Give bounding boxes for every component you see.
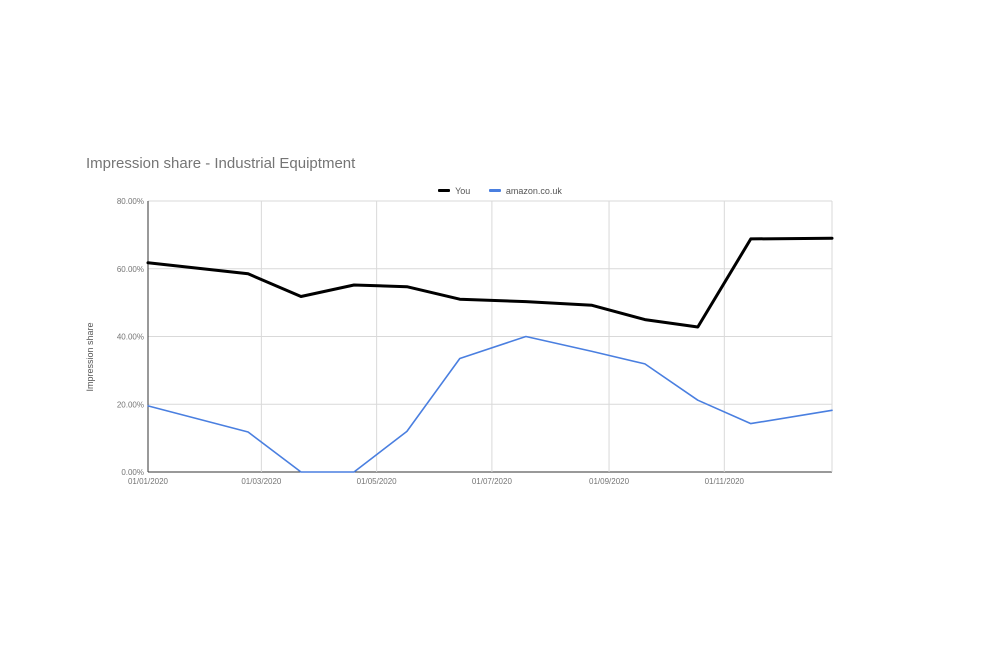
x-tick-label: 01/03/2020 xyxy=(241,477,282,486)
y-tick-label: 20.00% xyxy=(117,400,144,409)
y-tick-label: 40.00% xyxy=(117,333,144,342)
tick-labels: 0.00% 20.00% 40.00% 60.00% 80.00% 01/01/2020 0… xyxy=(117,197,745,486)
x-tick-label: 01/11/2020 xyxy=(705,477,745,486)
y-tick-label: 0.00% xyxy=(121,468,144,477)
legend-item-amazon[interactable]: amazon.co.uk xyxy=(488,185,562,196)
legend: You amazon.co.uk xyxy=(0,184,1000,196)
x-tick-label: 01/09/2020 xyxy=(589,477,630,486)
legend-label-amazon: amazon.co.uk xyxy=(505,185,562,196)
x-tick-label: 01/07/2020 xyxy=(472,477,513,486)
y-axis-label: Impression share xyxy=(85,322,95,391)
series-line-you xyxy=(146,236,834,329)
series-lines xyxy=(146,236,834,473)
x-tick-label: 01/01/2020 xyxy=(128,477,169,486)
legend-swatch-you xyxy=(438,189,451,192)
x-tick-label: 01/05/2020 xyxy=(357,477,398,486)
y-tick-label: 80.00% xyxy=(117,197,144,206)
legend-swatch-amazon xyxy=(488,189,501,192)
legend-label-you: You xyxy=(455,185,471,196)
gridlines xyxy=(147,200,833,473)
chart-title: Impression share - Industrial Equiptment xyxy=(86,155,356,172)
series-line-amazon xyxy=(147,335,833,473)
y-tick-label: 60.00% xyxy=(117,265,144,274)
legend-item-you[interactable]: You xyxy=(438,186,470,196)
